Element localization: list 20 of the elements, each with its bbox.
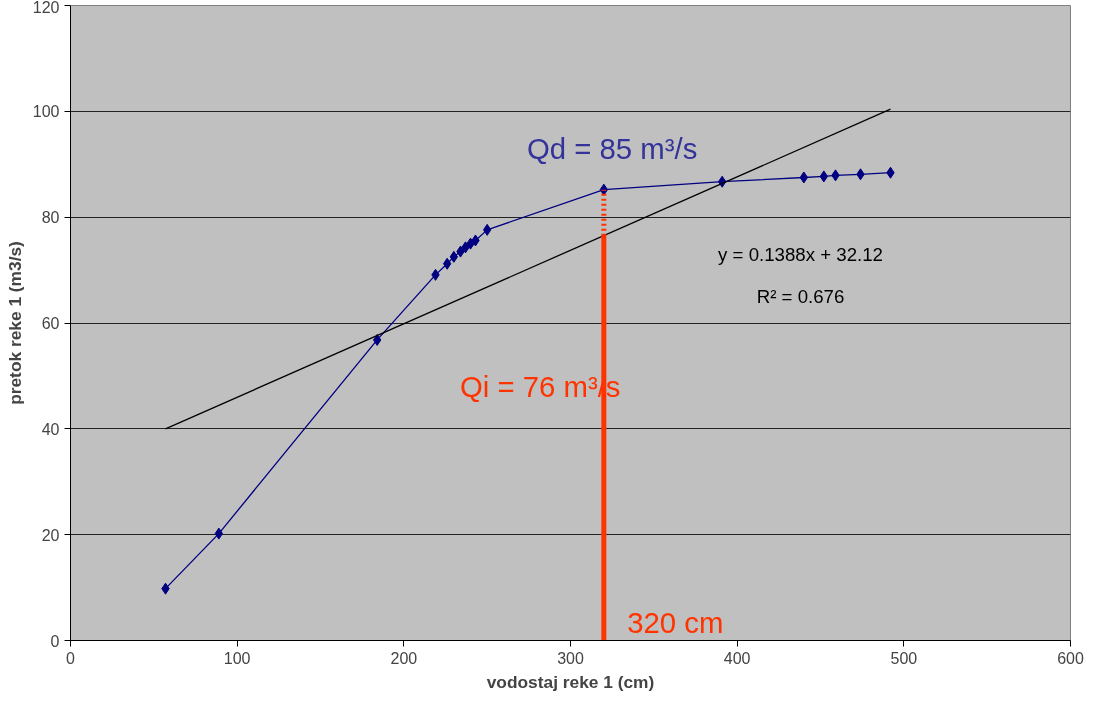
y-tick-label: 20 [41,526,60,544]
y-axis-title: pretok reke 1 (m3/s) [4,241,25,405]
x-tick-label: 100 [223,649,251,667]
x-tick-label: 0 [66,649,76,667]
x-tick-label: 300 [557,649,584,667]
y-tick-label: 0 [50,632,60,650]
x-axis-title: vodostaj reke 1 (cm) [486,671,655,692]
annotation: R² = 0.676 [756,286,845,308]
y-tick-label: 120 [32,0,60,16]
y-tick-label: 100 [32,103,60,121]
annotation: Qd = 85 m³/s [527,131,698,165]
y-tick-label: 60 [41,315,60,332]
annotation: y = 0.1388x + 32.12 [718,243,883,265]
y-tick-label: 80 [41,209,60,227]
y-tick-label: 40 [41,420,60,438]
x-tick-label: 500 [890,649,918,667]
x-tick-label: 400 [723,649,751,667]
x-tick-label: 600 [1057,649,1084,667]
x-tick-label: 200 [390,649,418,667]
annotation: 320 cm [627,605,724,639]
